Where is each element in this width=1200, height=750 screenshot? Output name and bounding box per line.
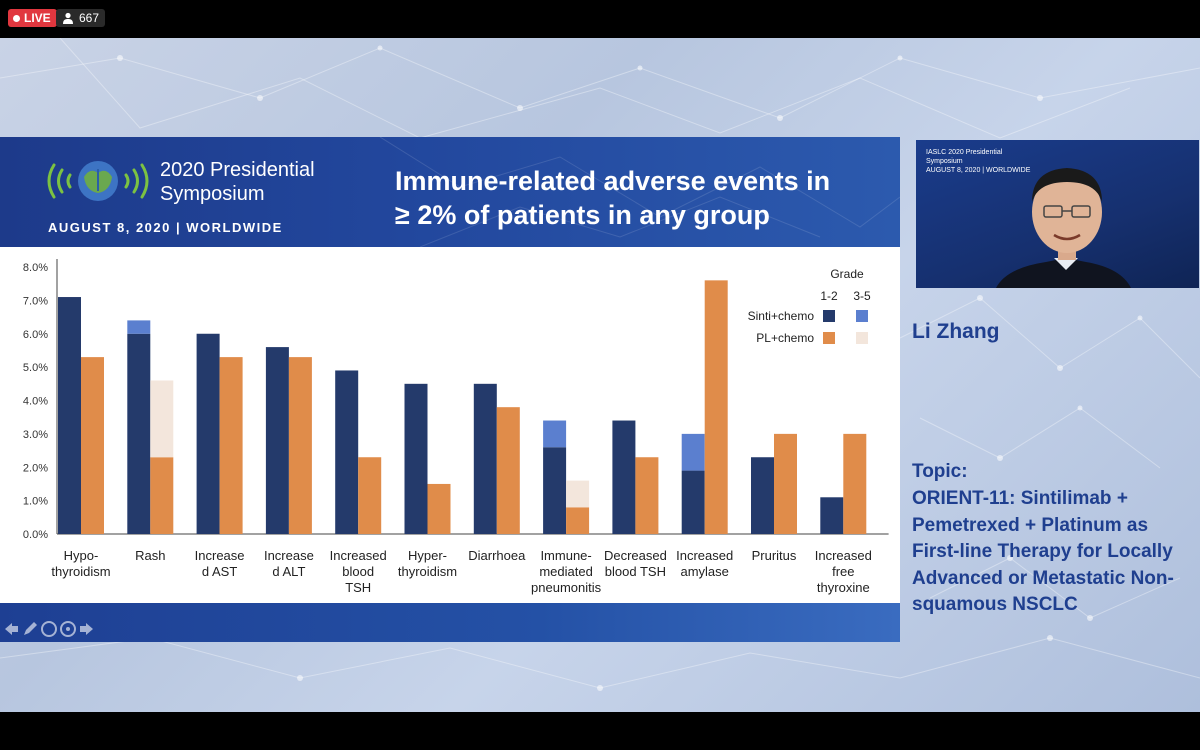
menu-icon[interactable] — [59, 620, 77, 638]
legend-row-pl: PL+chemo — [756, 331, 814, 345]
live-dot-icon — [13, 14, 20, 22]
live-label: LIVE — [24, 11, 51, 25]
category-label: Rash — [135, 548, 165, 563]
y-tick-label: 5.0% — [23, 362, 48, 374]
y-tick-label: 1.0% — [23, 496, 48, 508]
legend-swatch-pl-1-2 — [823, 332, 835, 344]
symposium-date: AUGUST 8, 2020 | WORLDWIDE — [48, 220, 283, 235]
category-label: Increased amylase — [676, 548, 733, 579]
slide-header: 2020 Presidential Symposium AUGUST 8, 20… — [0, 137, 900, 247]
slide-title-line1: Immune-related adverse events in — [395, 166, 831, 196]
speaker-name: Li Zhang — [912, 320, 1000, 343]
y-tick-label: 0.0% — [23, 529, 48, 541]
bar-pl-grade-1-2 — [843, 433, 867, 534]
topic-text: ORIENT-11: Sintilimab + Pemetrexed + Pla… — [912, 488, 1174, 615]
y-tick-label: 7.0% — [23, 295, 48, 307]
legend-swatch-sinti-1-2 — [823, 310, 835, 322]
bar-pl-grade-1-2 — [496, 407, 520, 534]
bar-pl-grade-1-2 — [635, 457, 659, 534]
bar-sinti-grade-1-2 — [473, 383, 497, 534]
bar-pl-grade-3-5 — [150, 380, 174, 458]
slide-nav-controls — [2, 620, 96, 638]
y-tick-label: 3.0% — [23, 429, 48, 441]
bar-pl-grade-1-2 — [150, 457, 174, 534]
bar-sinti-grade-1-2 — [404, 383, 428, 534]
legend-swatch-pl-3-5 — [856, 332, 868, 344]
bar-pl-grade-1-2 — [566, 507, 590, 534]
bar-pl-grade-1-2 — [427, 483, 451, 534]
category-label: Increased blood TSH — [330, 548, 387, 595]
zoom-icon[interactable] — [40, 620, 58, 638]
legend-col-1-2: 1-2 — [820, 289, 838, 303]
category-label: Pruritus — [752, 548, 797, 563]
legend-col-3-5: 3-5 — [853, 289, 871, 303]
category-label: Immune-mediated pneumonitis — [531, 548, 602, 595]
header-network-pattern — [379, 137, 900, 247]
video-header-line2: 2020 Presidential — [948, 149, 1003, 156]
stream-bottom-bar — [0, 712, 1200, 750]
symposium-title-line1: 2020 Presidential — [160, 159, 315, 181]
bar-sinti-grade-3-5 — [681, 433, 705, 471]
bar-sinti-grade-1-2 — [196, 333, 220, 534]
slide-title-line2: ≥ 2% of patients in any group — [395, 200, 770, 230]
video-header-line3: Symposium — [926, 158, 963, 165]
video-header-line4: AUGUST 8, 2020 | WORLDWIDE — [926, 167, 1031, 174]
video-header-line1: IASLC — [926, 149, 947, 156]
y-tick-label: 6.0% — [23, 329, 48, 341]
symposium-logo — [47, 161, 149, 201]
speaker-video-feed: IASLC 2020 Presidential Symposium AUGUST… — [916, 140, 1199, 288]
y-tick-label: 8.0% — [23, 262, 48, 274]
viewer-count: 667 — [79, 11, 100, 25]
presentation-slide: 2020 Presidential Symposium AUGUST 8, 20… — [0, 137, 900, 642]
category-label: Increase d ALT — [264, 548, 314, 579]
bar-pl-grade-1-2 — [288, 357, 312, 534]
live-badge: LIVE — [8, 9, 57, 27]
previous-slide-icon[interactable] — [2, 620, 20, 638]
pen-icon[interactable] — [21, 620, 39, 638]
adverse-events-chart: 0.0% 1.0% 2.0% 3.0% 4.0% 5.0% 6.0% 7.0% 8.0% Hypo… — [23, 259, 889, 595]
bar-sinti-grade-1-2 — [820, 497, 844, 534]
stream-top-bar: LIVE 667 — [0, 0, 1200, 38]
bar-pl-grade-1-2 — [774, 433, 797, 534]
bar-sinti-grade-1-2 — [335, 370, 359, 534]
viewer-count-badge: 667 — [56, 9, 106, 27]
legend-title: Grade — [830, 267, 864, 281]
bar-sinti-grade-1-2 — [681, 470, 705, 534]
video-symposium-header: IASLC 2020 Presidential Symposium AUGUST… — [926, 148, 1030, 175]
category-label: Diarrhoea — [468, 548, 526, 563]
legend-swatch-sinti-3-5 — [856, 310, 868, 322]
category-label: Hyper-thyroidism — [398, 548, 457, 579]
bar-sinti-grade-1-2 — [612, 420, 636, 534]
category-label: Decreased blood TSH — [604, 548, 667, 579]
category-label: Increase d AST — [195, 548, 245, 579]
bar-pl-grade-3-5 — [566, 480, 590, 508]
bar-pl-grade-1-2 — [358, 457, 382, 534]
category-label: Hypo-thyroidism — [51, 548, 110, 579]
bar-sinti-grade-1-2 — [751, 457, 774, 534]
bar-sinti-grade-1-2 — [127, 333, 151, 534]
symposium-title: 2020 Presidential Symposium — [160, 158, 315, 206]
network-pattern — [0, 38, 1200, 691]
bar-pl-grade-1-2 — [81, 357, 104, 534]
slide-footer — [0, 603, 900, 642]
speaker-silhouette — [996, 168, 1131, 288]
bar-pl-grade-1-2 — [704, 280, 728, 534]
bar-sinti-grade-3-5 — [127, 320, 151, 334]
person-icon — [63, 12, 73, 24]
y-tick-label: 2.0% — [23, 462, 48, 474]
topic-label: Topic: — [912, 461, 968, 482]
bar-sinti-grade-1-2 — [58, 297, 81, 534]
category-label: Increased free thyroxine — [815, 548, 872, 595]
symposium-title-line2: Symposium — [160, 183, 265, 205]
bar-sinti-grade-1-2 — [265, 347, 289, 534]
bar-sinti-grade-1-2 — [543, 447, 567, 534]
next-slide-icon[interactable] — [78, 620, 96, 638]
slide-title: Immune-related adverse events in ≥ 2% of… — [395, 164, 895, 232]
bar-pl-grade-1-2 — [219, 357, 243, 534]
y-tick-label: 4.0% — [23, 396, 48, 408]
legend-row-sinti: Sinti+chemo — [748, 309, 815, 323]
bar-sinti-grade-3-5 — [543, 420, 567, 448]
